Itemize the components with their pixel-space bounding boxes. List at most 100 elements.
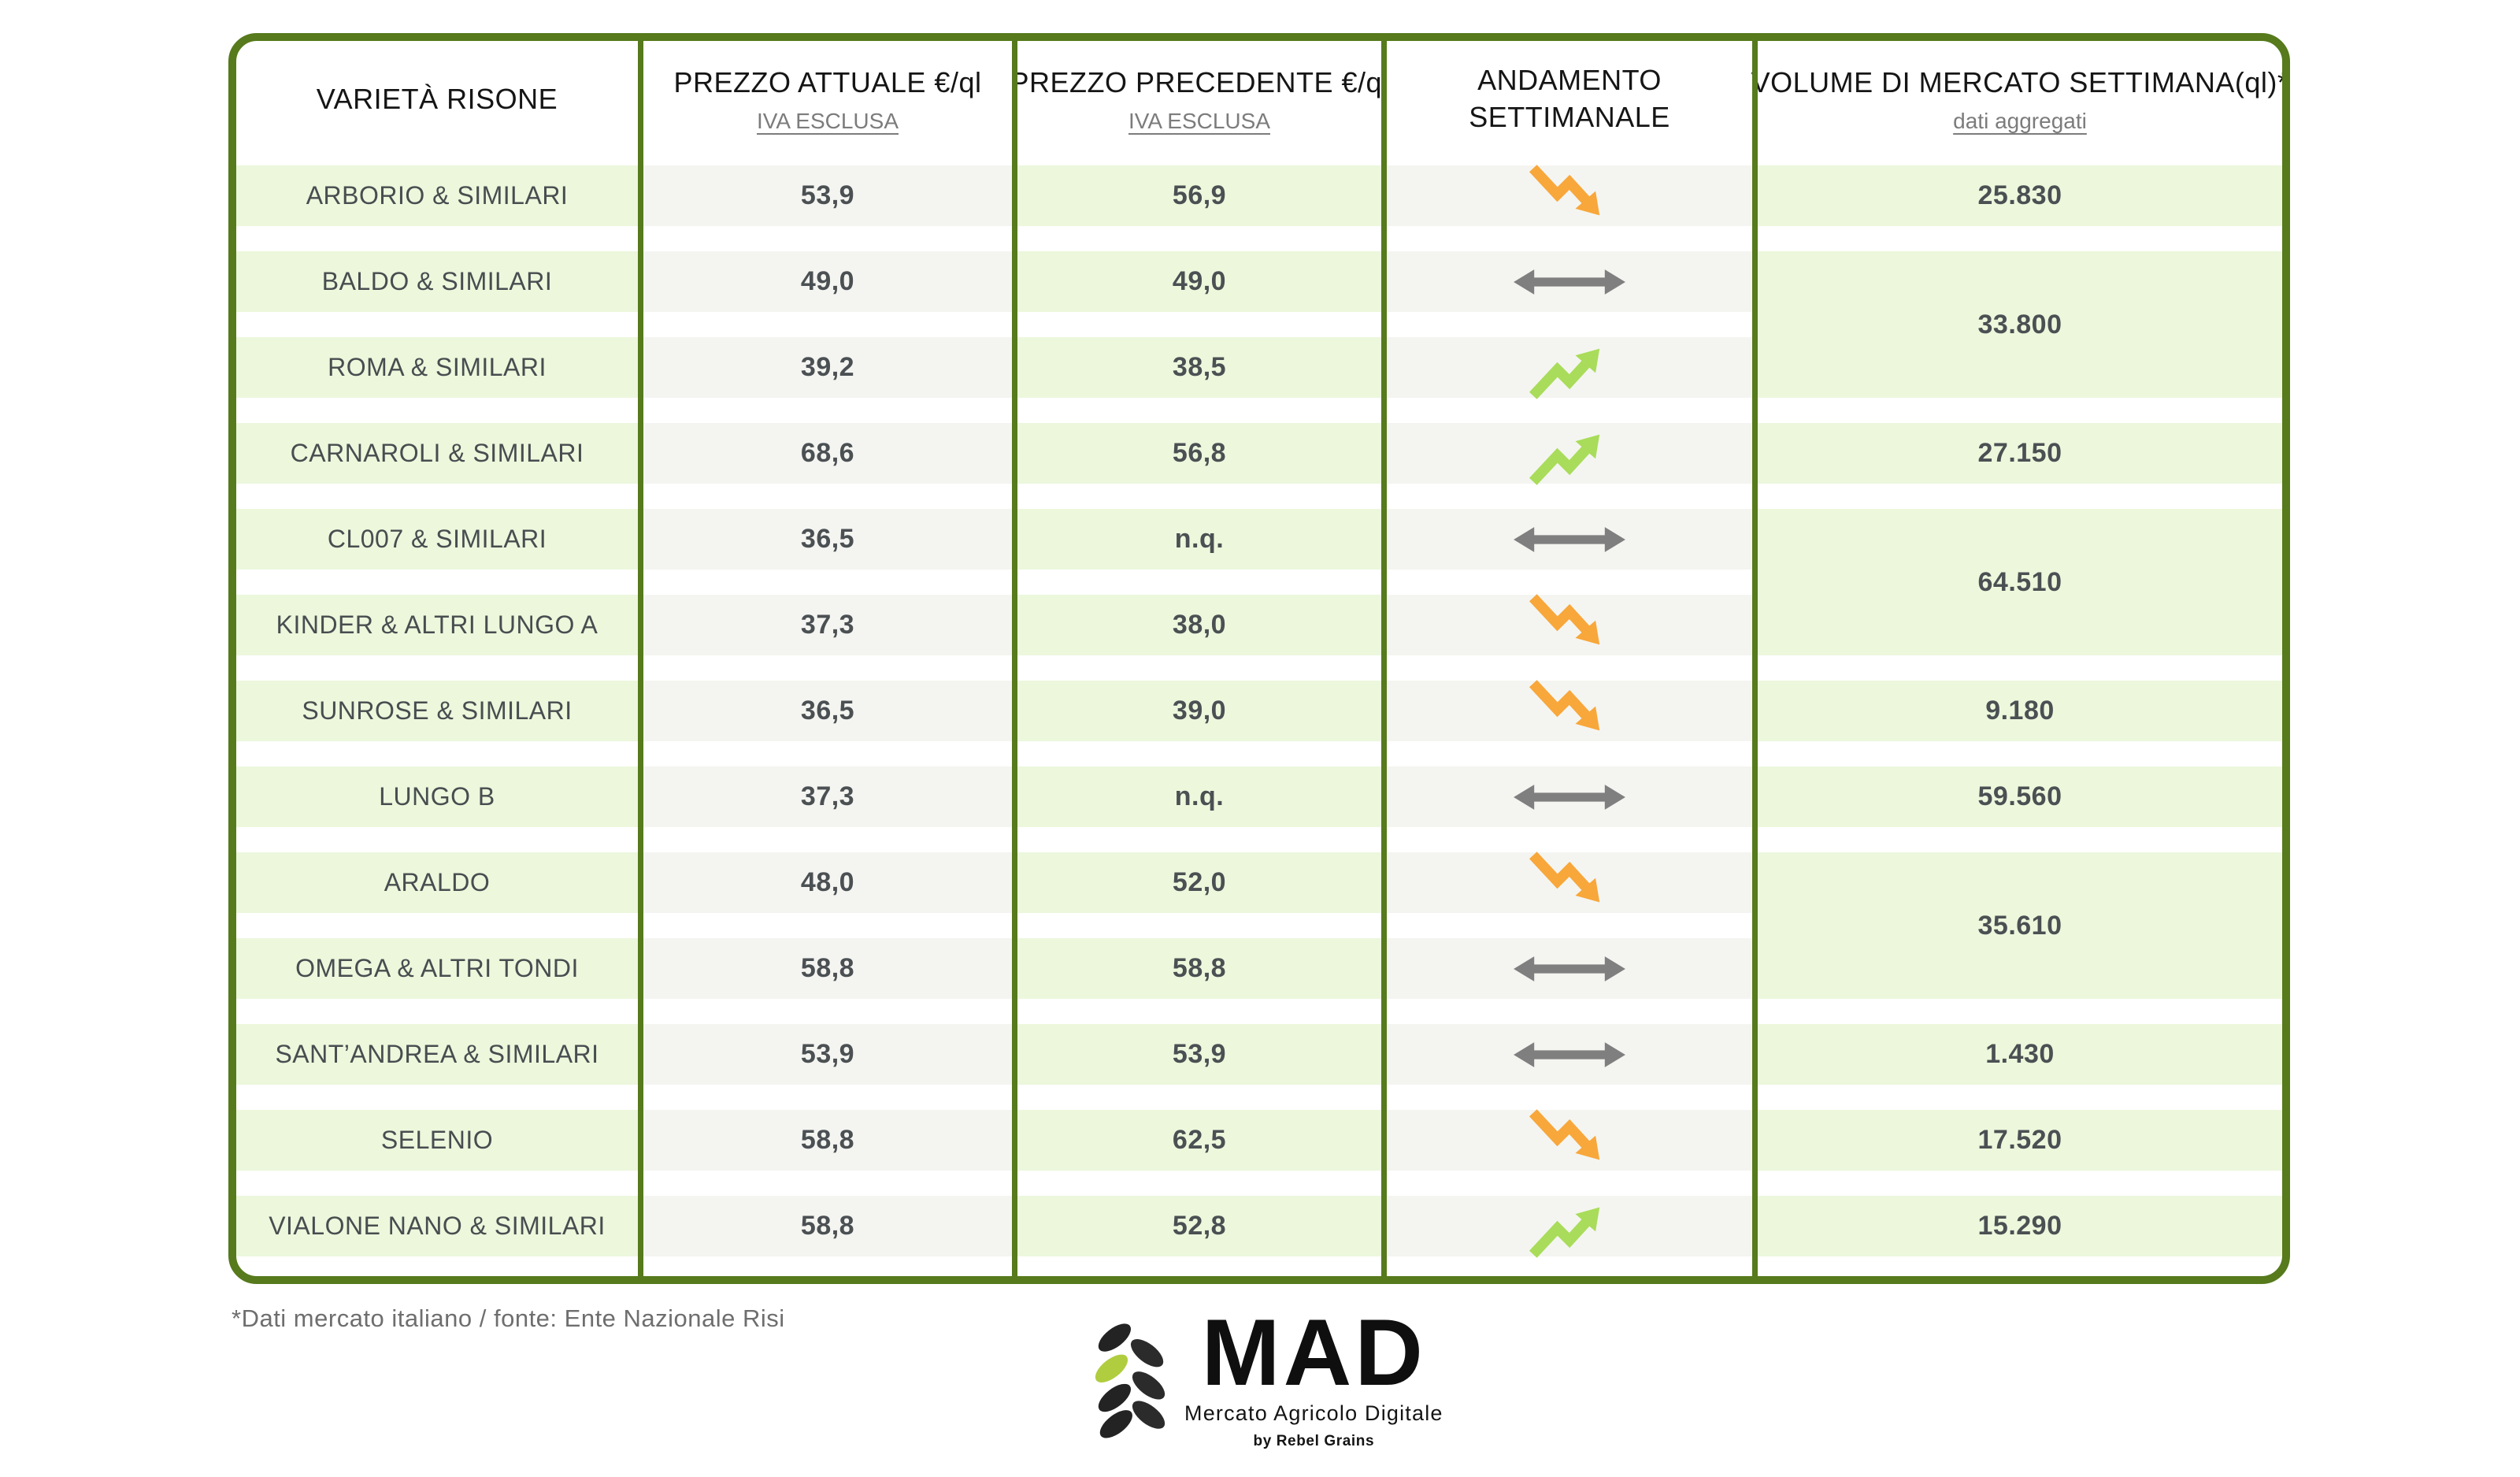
previous-price-cell: 62,5 (1017, 1110, 1381, 1171)
column-subtitle: IVA ESCLUSA (1128, 108, 1270, 133)
variety-cell: SUNROSE & SIMILARI (236, 681, 638, 741)
variety-cell: CL007 & SIMILARI (236, 509, 638, 570)
variety-cell: OMEGA & ALTRI TONDI (236, 938, 638, 999)
column-volume: VOLUME DI MERCATO SETTIMANA(ql)* dati ag… (1751, 41, 2282, 1276)
previous-price-cell: n.q. (1017, 509, 1381, 570)
column-divider (1381, 41, 1387, 1276)
current-price-cell: 48,0 (643, 852, 1012, 913)
column-title: ANDAMENTO SETTIMANALE (1469, 64, 1670, 133)
previous-price-cell: 49,0 (1017, 251, 1381, 312)
trend-cell (1387, 1196, 1752, 1258)
previous-price-cell: 52,0 (1017, 852, 1381, 913)
current-price-cell: 49,0 (643, 251, 1012, 312)
trend-cell (1387, 164, 1752, 226)
previous-price-cell: n.q. (1017, 766, 1381, 827)
column-header-price-previous: PREZZO PRECEDENTE €/ql IVA ESCLUSA (1010, 41, 1388, 158)
variety-cell: ARBORIO & SIMILARI (236, 165, 638, 226)
column-trend: ANDAMENTO SETTIMANALE (1387, 41, 1752, 1276)
column-title: PREZZO PRECEDENTE €/ql (1010, 66, 1389, 99)
trend-down-icon (1529, 679, 1600, 730)
trend-flat-icon (1514, 784, 1625, 810)
mad-logo: MAD Mercato Agricolo Digitale by Rebel G… (1091, 1300, 1443, 1450)
current-price-cell: 68,6 (643, 423, 1012, 484)
trend-up-icon (1529, 434, 1600, 485)
variety-cell: BALDO & SIMILARI (236, 251, 638, 312)
variety-cell: ARALDO (236, 852, 638, 913)
previous-price-cell: 56,8 (1017, 423, 1381, 484)
volume-cell-merged: 35.610 (1758, 852, 2282, 999)
volume-cell: 15.290 (1758, 1196, 2282, 1256)
previous-price-cell: 53,9 (1017, 1024, 1381, 1085)
trend-flat-icon (1514, 526, 1625, 552)
current-price-cell: 37,3 (643, 595, 1012, 655)
trend-down-icon (1529, 851, 1600, 902)
current-price-cell: 39,2 (643, 337, 1012, 398)
trend-flat-icon (1514, 1041, 1625, 1067)
trend-cell (1387, 423, 1752, 485)
trend-up-icon (1529, 1207, 1600, 1258)
volume-cell: 17.520 (1758, 1110, 2282, 1171)
trend-cell (1387, 593, 1752, 655)
column-divider (1012, 41, 1017, 1276)
previous-price-cell: 56,9 (1017, 165, 1381, 226)
volume-cell: 9.180 (1758, 681, 2282, 741)
column-title: VARIETÀ RISONE (316, 82, 558, 115)
volume-cell-merged: 64.510 (1758, 509, 2282, 655)
previous-price-cell: 58,8 (1017, 938, 1381, 999)
trend-up-icon (1529, 348, 1600, 399)
trend-down-icon (1529, 164, 1600, 215)
trend-cell (1387, 851, 1752, 913)
trend-cell (1387, 766, 1752, 827)
trend-flat-icon (1514, 956, 1625, 982)
trend-cell (1387, 679, 1752, 741)
trend-flat-icon (1514, 269, 1625, 295)
column-divider (638, 41, 643, 1276)
variety-cell: VIALONE NANO & SIMILARI (236, 1196, 638, 1256)
previous-price-cell: 38,5 (1017, 337, 1381, 398)
trend-cell (1387, 938, 1752, 999)
current-price-cell: 58,8 (643, 938, 1012, 999)
current-price-cell: 36,5 (643, 681, 1012, 741)
current-price-cell: 36,5 (643, 509, 1012, 570)
previous-price-cell: 39,0 (1017, 681, 1381, 741)
column-divider (1752, 41, 1758, 1276)
trend-down-icon (1529, 1108, 1600, 1160)
source-footnote: *Dati mercato italiano / fonte: Ente Naz… (232, 1304, 785, 1332)
column-variety: VARIETÀ RISONE ARBORIO & SIMILARI BALDO … (236, 41, 638, 1276)
volume-cell: 1.430 (1758, 1024, 2282, 1085)
column-header-price-current: PREZZO ATTUALE €/ql IVA ESCLUSA (643, 41, 1012, 158)
column-subtitle: IVA ESCLUSA (756, 108, 899, 133)
trend-cell (1387, 337, 1752, 399)
trend-cell (1387, 251, 1752, 312)
current-price-cell: 58,8 (643, 1110, 1012, 1171)
logo-wordmark: MAD (1201, 1300, 1426, 1405)
variety-cell: SANT’ANDREA & SIMILARI (236, 1024, 638, 1085)
current-price-cell: 58,8 (643, 1196, 1012, 1256)
volume-cell: 27.150 (1758, 423, 2282, 484)
column-header-variety: VARIETÀ RISONE (236, 41, 638, 158)
current-price-cell: 53,9 (643, 1024, 1012, 1085)
variety-cell: ROMA & SIMILARI (236, 337, 638, 398)
column-price-current: PREZZO ATTUALE €/ql IVA ESCLUSA 53,9 49,… (643, 41, 1012, 1276)
variety-cell: SELENIO (236, 1110, 638, 1171)
current-price-cell: 53,9 (643, 165, 1012, 226)
variety-cell: CARNAROLI & SIMILARI (236, 423, 638, 484)
column-title: VOLUME DI MERCATO SETTIMANA(ql)* (1751, 66, 2289, 99)
column-title: PREZZO ATTUALE €/ql (673, 66, 982, 99)
volume-cell: 59.560 (1758, 766, 2282, 827)
mad-logo-leaf-icon (1095, 1323, 1166, 1438)
trend-cell (1387, 1108, 1752, 1171)
logo-byline: by Rebel Grains (1253, 1433, 1375, 1449)
logo-tagline: Mercato Agricolo Digitale (1184, 1401, 1443, 1425)
variety-cell: LUNGO B (236, 766, 638, 827)
price-table: VARIETÀ RISONE ARBORIO & SIMILARI BALDO … (228, 33, 2290, 1284)
trend-cell (1387, 509, 1752, 570)
column-header-volume: VOLUME DI MERCATO SETTIMANA(ql)* dati ag… (1751, 41, 2282, 158)
previous-price-cell: 38,0 (1017, 595, 1381, 655)
volume-cell-merged: 33.800 (1758, 251, 2282, 398)
current-price-cell: 37,3 (643, 766, 1012, 827)
trend-down-icon (1529, 593, 1600, 644)
column-subtitle: dati aggregati (1953, 108, 2087, 133)
trend-cell (1387, 1024, 1752, 1085)
